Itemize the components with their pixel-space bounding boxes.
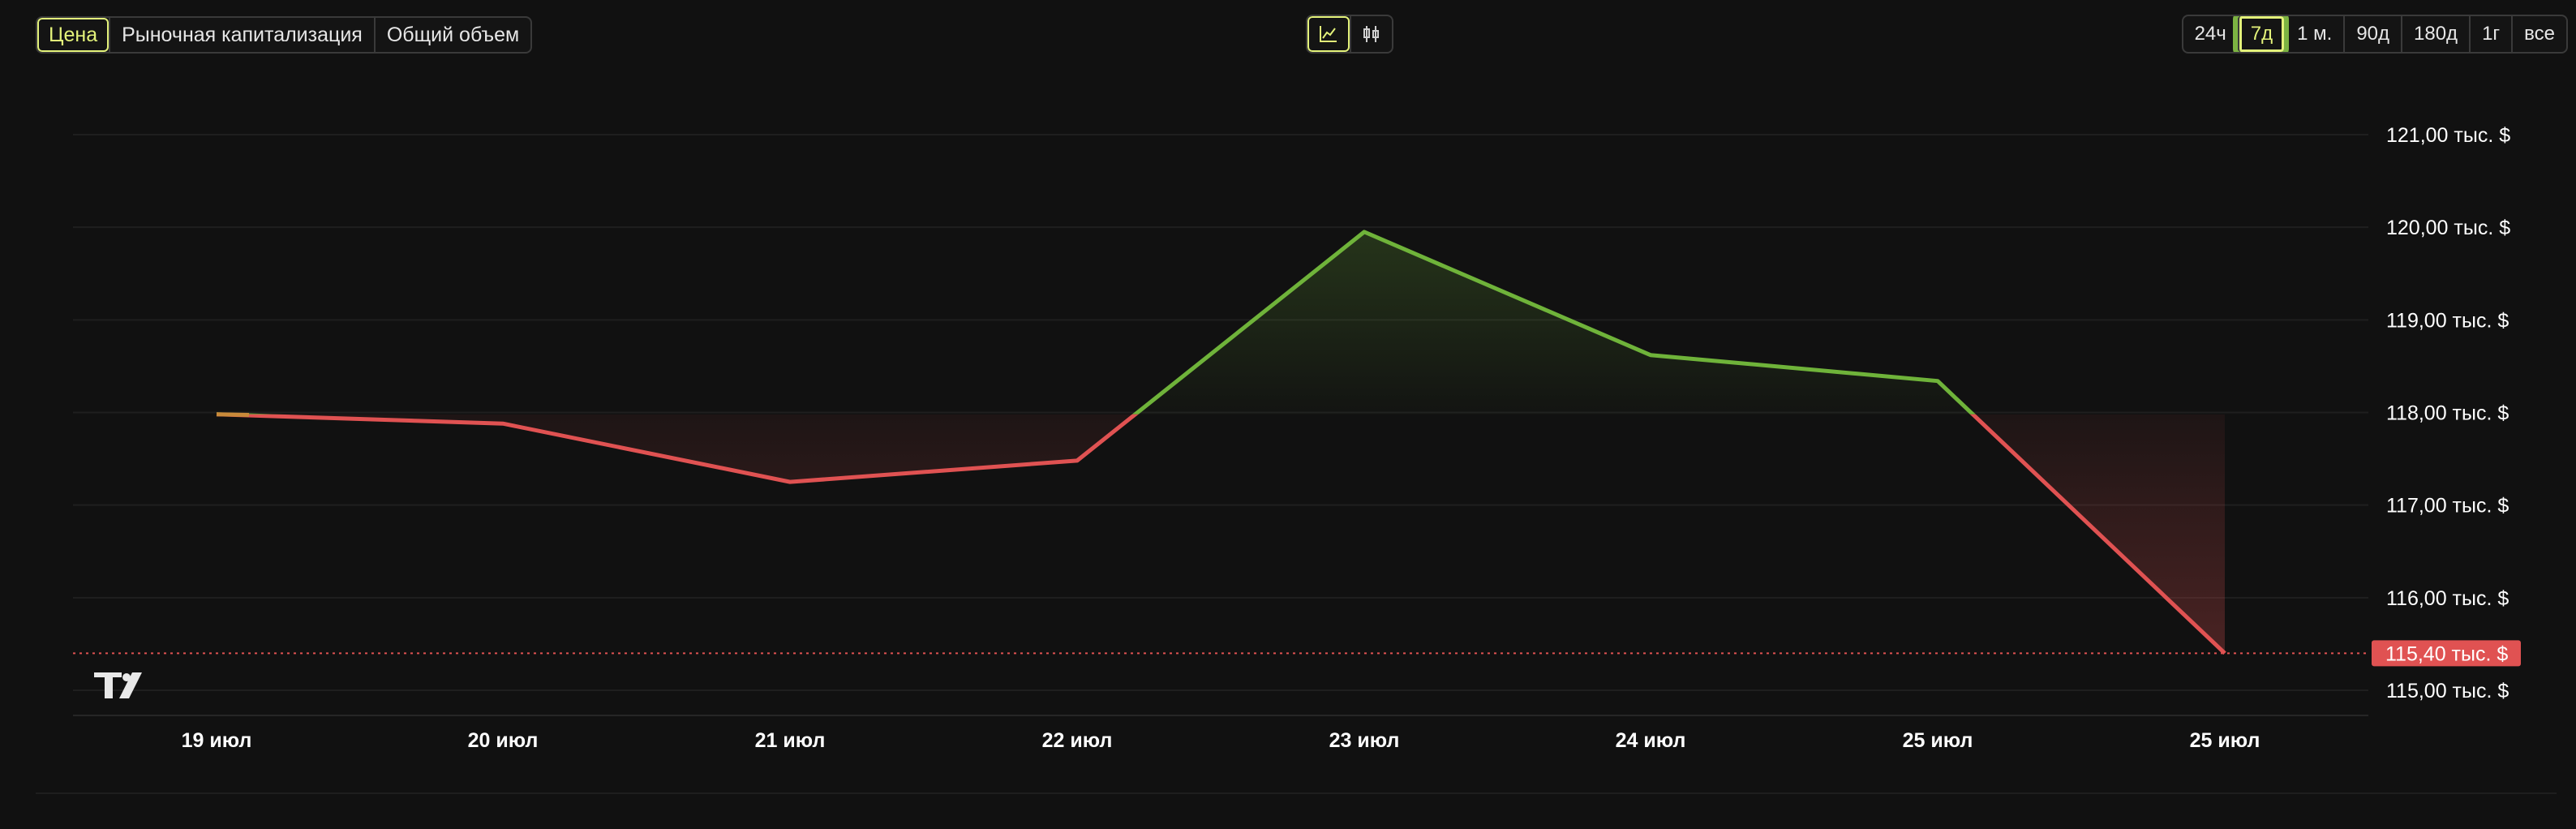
last-price-badge: 115,40 тыс. $: [2372, 640, 2521, 667]
range-tab-4[interactable]: 180д: [2401, 16, 2469, 52]
area-below-baseline: [217, 414, 2225, 654]
tab-market-cap[interactable]: Рыночная капитализация: [109, 18, 374, 52]
range-tab-2[interactable]: 1 м.: [2284, 16, 2343, 52]
series-line-up: [216, 230, 1976, 414]
x-tick-label: 25 июл: [2190, 729, 2260, 752]
y-tick-label: 121,00 тыс. $: [2386, 124, 2510, 147]
y-tick-label: 117,00 тыс. $: [2386, 495, 2509, 518]
x-tick-label: 23 июл: [1329, 729, 1400, 752]
tradingview-logo-icon: [94, 672, 142, 698]
range-tab-0[interactable]: 24ч: [2194, 23, 2226, 45]
time-range-tabs: 24ч 7д 1 м. 90д 180д 1г все: [2181, 15, 2568, 54]
y-axis: 121,00 тыс. $ 120,00 тыс. $ 119,00 тыс. $ 1…: [2386, 124, 2510, 702]
tab-total-volume[interactable]: Общий объем: [373, 18, 530, 52]
metric-tabs: Цена Рыночная капитализация Общий объем: [36, 16, 533, 54]
range-tab-6[interactable]: все: [2511, 16, 2566, 52]
range-tab-1[interactable]: 7д: [2237, 16, 2284, 52]
range-tab-3[interactable]: 90д: [2343, 16, 2401, 52]
candlestick-icon: [1363, 26, 1379, 42]
line-chart-icon-button[interactable]: [1307, 16, 1350, 52]
y-tick-label: 116,00 тыс. $: [2386, 587, 2509, 610]
candlestick-icon-button[interactable]: [1350, 16, 1392, 52]
last-price-badge-bg: [2372, 640, 2521, 667]
series-line-down: [216, 414, 2226, 655]
series-line: [216, 230, 2226, 655]
x-axis: 19 июл 20 июл 21 июл 22 июл 23 июл 24 июл 25 и…: [182, 729, 2260, 752]
x-tick-label: 20 июл: [468, 729, 539, 752]
chart-view-toggle: [1306, 15, 1393, 54]
y-tick-label: 115,00 тыс. $: [2386, 680, 2509, 702]
x-tick-label: 21 июл: [755, 729, 826, 752]
baseline-start-marker: [216, 412, 250, 417]
tab-price[interactable]: Цена: [37, 18, 109, 52]
last-price-label: 115,40 тыс. $: [2385, 642, 2508, 665]
x-tick-label: 24 июл: [1616, 729, 1686, 752]
area-above-baseline: [217, 231, 2225, 414]
grid-lines: [73, 134, 2368, 716]
y-tick-label: 120,00 тыс. $: [2386, 217, 2510, 239]
range-tab-5[interactable]: 1г: [2469, 16, 2511, 52]
chart-bottom-divider: [36, 792, 2557, 794]
area-fill: [217, 231, 2225, 654]
y-tick-label: 119,00 тыс. $: [2386, 309, 2509, 332]
line-chart-icon: [1320, 26, 1337, 42]
x-tick-label: 19 июл: [182, 729, 252, 752]
x-tick-label: 22 июл: [1042, 729, 1113, 752]
x-tick-label: 25 июл: [1903, 729, 1973, 752]
y-tick-label: 118,00 тыс. $: [2386, 402, 2509, 425]
